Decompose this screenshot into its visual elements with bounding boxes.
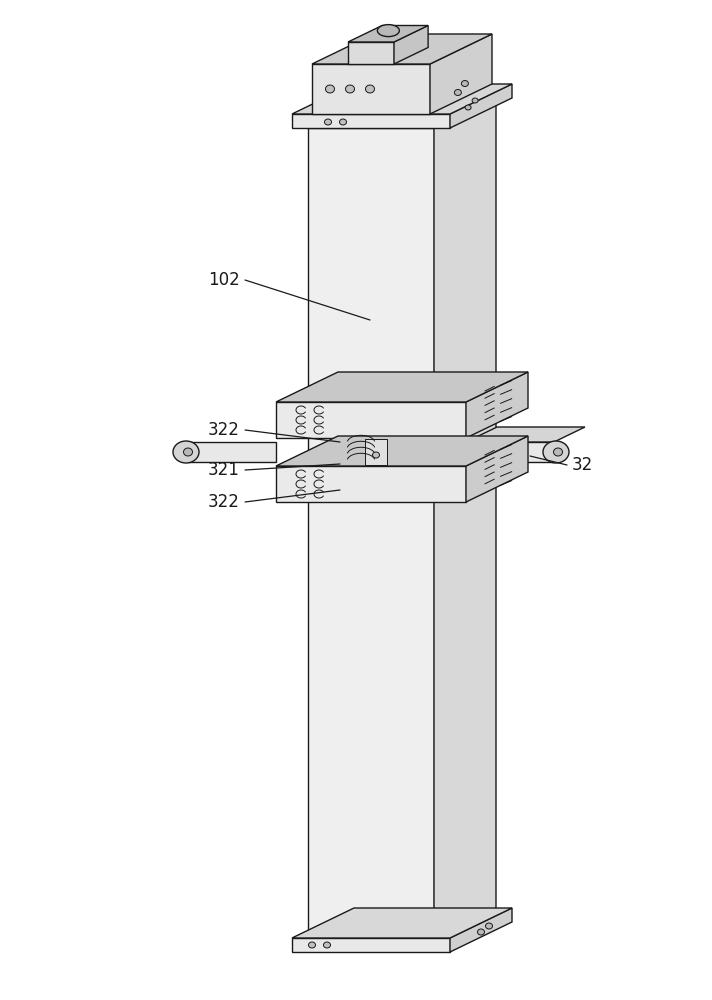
Ellipse shape [553,448,562,456]
Ellipse shape [377,25,399,37]
Polygon shape [312,34,492,64]
Ellipse shape [323,942,330,948]
Ellipse shape [461,81,468,87]
Polygon shape [348,25,428,42]
Polygon shape [276,372,528,402]
Polygon shape [466,436,528,502]
Text: 322: 322 [208,421,240,439]
Polygon shape [450,84,512,128]
Bar [292,114,450,128]
Ellipse shape [345,85,355,93]
Ellipse shape [472,98,478,103]
Polygon shape [434,98,496,938]
Bar [312,64,430,114]
Ellipse shape [173,441,199,463]
Bar [308,128,434,938]
Bar [466,442,554,462]
Ellipse shape [365,85,375,93]
Text: 321: 321 [208,461,240,479]
Ellipse shape [454,90,461,96]
Polygon shape [466,372,528,438]
Ellipse shape [543,441,569,463]
Ellipse shape [325,119,332,125]
Polygon shape [276,436,528,466]
Bar [292,938,450,952]
Text: 102: 102 [208,271,240,289]
Polygon shape [430,34,492,114]
Bar [276,466,466,502]
Bar [276,402,466,438]
Ellipse shape [372,452,379,458]
Polygon shape [394,25,428,64]
Bar [188,442,276,462]
Bar [348,42,394,64]
Polygon shape [450,908,512,952]
Ellipse shape [184,448,192,456]
Ellipse shape [478,929,484,935]
Ellipse shape [486,923,493,929]
Text: 32: 32 [572,456,593,474]
Polygon shape [466,427,585,442]
Ellipse shape [465,105,471,110]
Polygon shape [308,98,496,128]
Text: 322: 322 [208,493,240,511]
Ellipse shape [325,85,335,93]
Polygon shape [292,84,512,114]
Bar [365,439,387,465]
Polygon shape [292,908,512,938]
Ellipse shape [340,119,347,125]
Ellipse shape [308,942,315,948]
